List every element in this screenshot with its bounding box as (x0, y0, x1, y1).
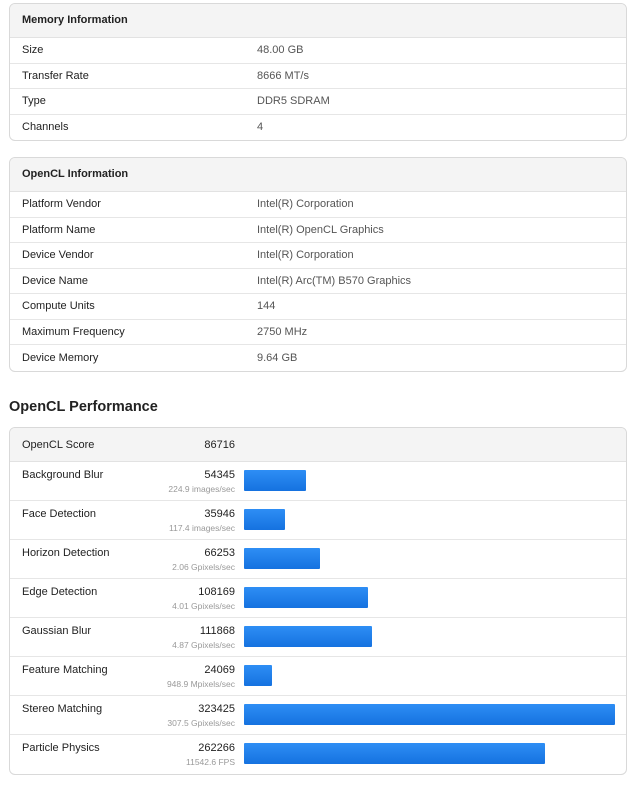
memory-row: Channels 4 (10, 115, 626, 141)
opencl-performance-heading: OpenCL Performance (9, 399, 158, 415)
opencl-info-row: Maximum Frequency 2750 MHz (10, 320, 626, 345)
memory-key: Transfer Rate (22, 69, 89, 82)
workload-bar (244, 626, 372, 647)
workload-rate: 2.06 Gpixels/sec (172, 562, 235, 572)
memory-value: 4 (257, 121, 264, 134)
performance-row: Horizon Detection 66253 2.06 Gpixels/sec (10, 540, 626, 579)
opencl-info-row: Platform Vendor Intel(R) Corporation (10, 192, 626, 218)
opencl-info-row: Platform Name Intel(R) OpenCL Graphics (10, 218, 626, 243)
performance-row: Face Detection 35946 117.4 images/sec (10, 501, 626, 540)
opencl-info-key: Compute Units (22, 300, 95, 313)
workload-bar (244, 743, 545, 764)
opencl-info-card: OpenCL Information Platform Vendor Intel… (9, 157, 627, 372)
opencl-info-title: OpenCL Information (10, 158, 626, 192)
memory-row: Transfer Rate 8666 MT/s (10, 64, 626, 89)
workload-bar (244, 665, 272, 686)
opencl-info-row: Compute Units 144 (10, 294, 626, 320)
workload-score: 66253 (204, 547, 235, 559)
opencl-info-value: Intel(R) OpenCL Graphics (257, 223, 384, 236)
opencl-info-value: Intel(R) Corporation (257, 198, 354, 211)
opencl-performance-card: OpenCL Score 86716 Background Blur 54345… (9, 427, 627, 775)
workload-name: Particle Physics (22, 742, 100, 754)
workload-score: 24069 (204, 664, 235, 676)
workload-name: Face Detection (22, 508, 96, 520)
opencl-info-key: Device Memory (22, 351, 99, 364)
memory-key: Size (22, 44, 44, 57)
opencl-score-value: 86716 (204, 438, 235, 451)
workload-name: Stereo Matching (22, 703, 103, 715)
memory-info-card: Memory Information Size 48.00 GB Transfe… (9, 3, 627, 141)
workload-rate: 307.5 Gpixels/sec (167, 718, 235, 728)
memory-value: 8666 MT/s (257, 69, 309, 82)
opencl-info-key: Device Name (22, 274, 89, 287)
workload-name: Horizon Detection (22, 547, 110, 559)
memory-info-title: Memory Information (10, 4, 626, 38)
opencl-info-key: Maximum Frequency (22, 325, 125, 338)
workload-name: Background Blur (22, 469, 104, 481)
workload-rate: 224.9 images/sec (168, 484, 235, 494)
opencl-info-value: Intel(R) Arc(TM) B570 Graphics (257, 274, 412, 287)
performance-row: Feature Matching 24069 948.9 Mpixels/sec (10, 657, 626, 696)
workload-score: 323425 (198, 703, 235, 715)
memory-row: Type DDR5 SDRAM (10, 89, 626, 115)
workload-rate: 948.9 Mpixels/sec (166, 679, 235, 689)
opencl-info-key: Platform Name (22, 223, 96, 236)
memory-value: DDR5 SDRAM (257, 95, 330, 108)
workload-bar (244, 470, 306, 491)
workload-rate: 11542.6 FPS (186, 757, 235, 767)
opencl-score-label: OpenCL Score (22, 438, 95, 451)
opencl-info-row: Device Memory 9.64 GB (10, 345, 626, 371)
performance-row: Particle Physics 262266 11542.6 FPS (10, 735, 626, 774)
opencl-info-key: Platform Vendor (22, 198, 101, 211)
workload-bar (244, 704, 615, 725)
memory-key: Channels (22, 121, 69, 134)
opencl-info-value: Intel(R) Corporation (257, 249, 354, 262)
opencl-info-row: Device Vendor Intel(R) Corporation (10, 243, 626, 269)
memory-key: Type (22, 95, 46, 108)
workload-score: 54345 (204, 469, 235, 481)
workload-score: 262266 (198, 742, 235, 754)
performance-rows: Background Blur 54345 224.9 images/sec F… (10, 462, 626, 774)
opencl-info-value: 9.64 GB (257, 351, 298, 364)
opencl-info-row: Device Name Intel(R) Arc(TM) B570 Graphi… (10, 269, 626, 294)
workload-name: Gaussian Blur (22, 625, 92, 637)
workload-name: Edge Detection (22, 586, 98, 598)
performance-row: Edge Detection 108169 4.01 Gpixels/sec (10, 579, 626, 618)
performance-row: Stereo Matching 323425 307.5 Gpixels/sec (10, 696, 626, 735)
memory-row: Size 48.00 GB (10, 38, 626, 64)
workload-rate: 4.01 Gpixels/sec (172, 601, 235, 611)
workload-rate: 4.87 Gpixels/sec (172, 640, 235, 650)
performance-row: Gaussian Blur 111868 4.87 Gpixels/sec (10, 618, 626, 657)
opencl-info-value: 2750 MHz (257, 325, 308, 338)
memory-value: 48.00 GB (257, 44, 304, 57)
opencl-info-key: Device Vendor (22, 249, 94, 262)
workload-score: 108169 (198, 586, 235, 598)
workload-bar (244, 587, 368, 608)
workload-name: Feature Matching (22, 664, 108, 676)
workload-bar (244, 548, 320, 569)
workload-score: 111868 (199, 625, 235, 637)
workload-score: 35946 (204, 508, 235, 520)
opencl-info-value: 144 (257, 300, 276, 313)
performance-row: Background Blur 54345 224.9 images/sec (10, 462, 626, 501)
workload-bar (244, 509, 285, 530)
opencl-score-row: OpenCL Score 86716 (10, 428, 626, 462)
workload-rate: 117.4 images/sec (169, 523, 235, 533)
